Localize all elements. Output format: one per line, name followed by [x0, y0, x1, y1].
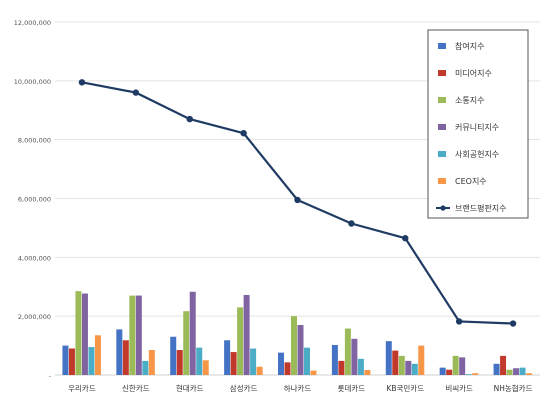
line-point — [455, 318, 463, 325]
y-tick-label: 6,000,000 — [18, 196, 51, 204]
bar — [256, 366, 263, 375]
bar — [304, 347, 310, 375]
bar — [338, 360, 345, 375]
bar — [439, 367, 446, 375]
bar — [116, 329, 123, 375]
legend-swatch — [438, 43, 446, 49]
bar — [500, 355, 507, 375]
bar — [170, 336, 177, 375]
bar — [237, 307, 244, 375]
y-tick-label: 12,000,000 — [14, 19, 51, 27]
bar — [465, 374, 472, 375]
bar — [357, 358, 364, 375]
line-point — [240, 129, 247, 137]
bar — [405, 360, 412, 375]
bar — [135, 295, 142, 375]
bar — [94, 335, 101, 375]
bar — [411, 363, 418, 375]
bar — [351, 338, 358, 375]
legend-swatch — [438, 124, 446, 130]
legend-label: 브랜드평판지수 — [455, 203, 507, 213]
x-tick-label: 하나카드 — [284, 383, 312, 393]
bar — [513, 368, 520, 375]
bar — [88, 347, 95, 375]
line-point — [186, 115, 193, 123]
bar — [472, 373, 479, 375]
x-tick-label: 우리카드 — [68, 384, 96, 393]
bar — [183, 311, 190, 375]
legend-swatch — [438, 97, 446, 103]
legend-label: 참여지수 — [455, 41, 484, 51]
y-tick-label: 4,000,000 — [18, 254, 51, 262]
bar — [526, 373, 533, 375]
y-tick-label: 8,000,000 — [18, 137, 51, 145]
bar — [418, 345, 425, 375]
bar — [284, 362, 291, 375]
line-point — [348, 220, 355, 227]
bar — [278, 352, 284, 375]
bar — [250, 348, 257, 375]
bar — [310, 370, 317, 375]
x-tick-label: 삼성카드 — [230, 383, 258, 393]
bar — [189, 291, 196, 375]
x-tick-label: 비씨카드 — [445, 384, 473, 393]
x-tick-label: 현대카드 — [176, 384, 204, 393]
bar — [224, 340, 231, 375]
legend-swatch — [438, 151, 446, 157]
bar — [243, 294, 250, 375]
x-tick-label: 신한카드 — [122, 384, 150, 393]
bar — [68, 348, 75, 375]
bar — [398, 355, 405, 375]
bar — [297, 324, 304, 375]
bar — [452, 355, 459, 375]
line-point — [402, 235, 409, 242]
x-tick-label: NH농협카드 — [494, 383, 533, 393]
bar — [148, 349, 155, 375]
bar — [506, 369, 513, 375]
bar — [493, 363, 500, 375]
bar — [129, 295, 136, 375]
line-point — [509, 320, 517, 327]
line-point — [132, 89, 140, 96]
bar — [519, 367, 526, 375]
line-point — [78, 79, 86, 86]
legend-label: 미디어지수 — [455, 68, 492, 78]
bar — [385, 341, 392, 375]
bar — [176, 349, 183, 375]
x-tick-label: 롯데카드 — [338, 384, 366, 393]
bar — [291, 316, 297, 375]
y-tick-label: 2,000,000 — [18, 313, 51, 321]
legend-label: 소통지수 — [455, 96, 484, 105]
bar — [122, 340, 129, 375]
line-point — [294, 196, 301, 204]
legend-label: 사회공헌지수 — [455, 150, 499, 159]
legend-swatch — [438, 178, 446, 184]
bar — [364, 369, 371, 375]
legend-label: 커뮤니티지수 — [455, 122, 499, 132]
bar — [392, 350, 399, 375]
bar — [81, 293, 88, 375]
bar — [331, 344, 338, 375]
legend-label: CEO지수 — [455, 177, 487, 186]
bar — [62, 345, 69, 375]
legend-marker — [440, 205, 446, 211]
y-tick-label: 10,000,000 — [14, 78, 51, 86]
bar — [344, 328, 351, 375]
legend-swatch — [438, 70, 446, 76]
bar — [446, 369, 453, 375]
y-tick-label: - — [49, 372, 52, 380]
bar — [202, 360, 209, 375]
bar — [459, 357, 466, 375]
bar — [230, 352, 237, 375]
bar — [142, 360, 149, 375]
bar — [196, 347, 203, 375]
x-tick-label: KB국민카드 — [386, 383, 424, 393]
bar — [75, 291, 82, 375]
